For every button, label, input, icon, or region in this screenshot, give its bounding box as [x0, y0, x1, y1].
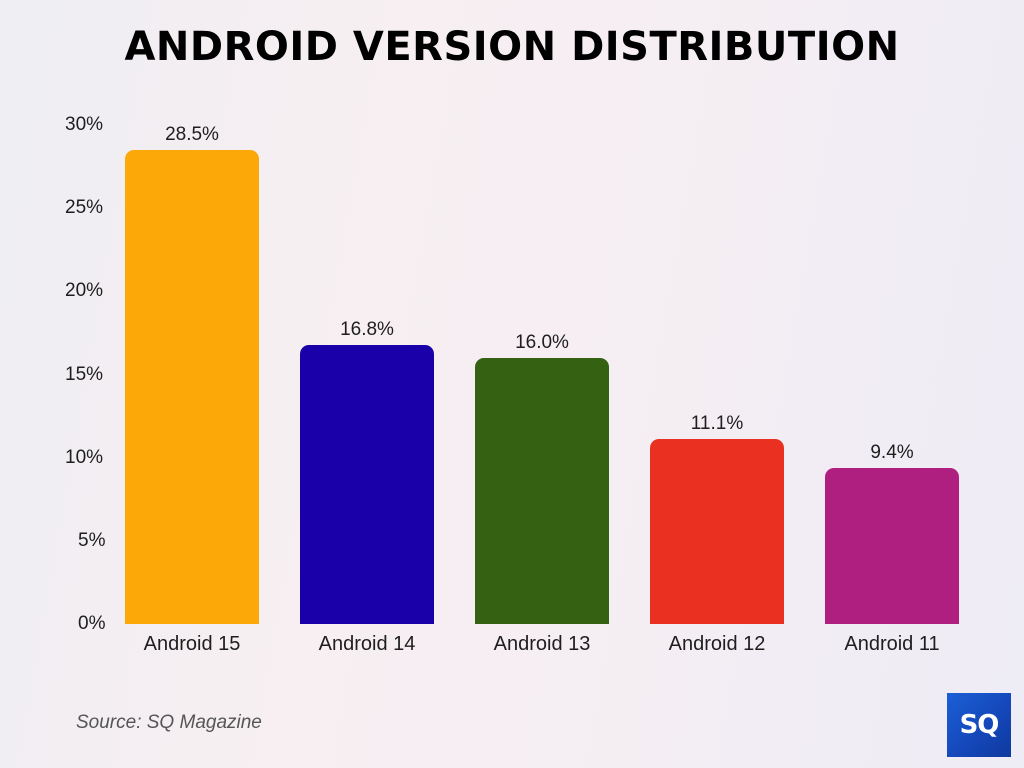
bar-android-12: [650, 439, 784, 624]
bar-android-11: [825, 467, 959, 624]
x-category-label: Android 11: [844, 633, 940, 655]
bar-value-label: 28.5%: [165, 123, 219, 145]
y-tick-label: 25%: [65, 197, 104, 219]
y-tick-label: 15%: [65, 363, 104, 385]
x-category-label: Android 14: [318, 633, 416, 655]
chart-title: ANDROID VERSION DISTRIBUTION: [124, 24, 900, 70]
logo-text: SQ: [959, 710, 1000, 740]
y-tick-label: 30%: [65, 114, 104, 135]
x-category-label: Android 12: [668, 633, 766, 655]
bar-value-label: 16.8%: [340, 318, 394, 340]
y-tick-label: 10%: [65, 446, 104, 468]
bar-value-label: 11.1%: [690, 413, 744, 435]
x-category-label: Android 13: [493, 633, 591, 655]
source-caption: Source: SQ Magazine: [76, 712, 262, 733]
y-tick-label: 5%: [78, 529, 106, 551]
y-tick-label: 20%: [65, 280, 104, 302]
bar-android-13: [475, 357, 609, 624]
x-category-label: Android 15: [143, 633, 241, 655]
bar-android-15: [125, 149, 259, 624]
sq-magazine-logo: SQ: [947, 693, 1011, 757]
bar-value-label: 9.4%: [870, 441, 914, 463]
bar-value-label: 16.0%: [515, 331, 569, 353]
bar-android-14: [300, 344, 434, 624]
y-tick-label: 0%: [78, 613, 106, 634]
